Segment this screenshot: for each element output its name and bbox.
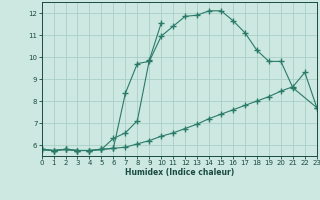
X-axis label: Humidex (Indice chaleur): Humidex (Indice chaleur) <box>124 168 234 177</box>
